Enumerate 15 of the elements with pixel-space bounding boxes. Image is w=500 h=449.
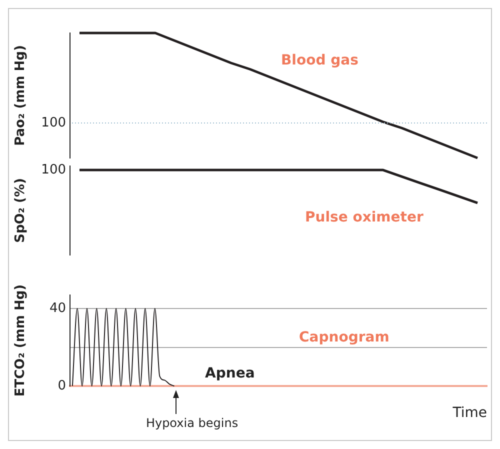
- y-tick-label: 0: [58, 378, 66, 394]
- annotation: Blood gas: [281, 52, 358, 69]
- line-series: [72, 308, 175, 386]
- text: Hypoxia begins: [146, 416, 238, 430]
- frame: Pao₂ (mm Hg) Blood gas 100 SpO₂ (%) Pulse oximeter 100 Time ETCO₂ (mm Hg) 0 40 Capnogram Apnea Hypoxia begins: [8, 8, 492, 441]
- y-axis-title: SpO₂ (%): [13, 178, 28, 243]
- text: 100: [41, 115, 66, 130]
- y-axis-title: Pao₂ (mm Hg): [13, 45, 28, 146]
- text: 100: [41, 162, 66, 178]
- y-axis-title: ETCO₂ (mm Hg): [13, 284, 28, 397]
- x-axis-title: Time: [452, 405, 487, 422]
- annotation: Capnogram: [299, 330, 390, 346]
- annotation: Apnea: [205, 366, 255, 382]
- y-tick-label: 40: [49, 300, 66, 316]
- text: Pulse oximeter: [305, 210, 424, 226]
